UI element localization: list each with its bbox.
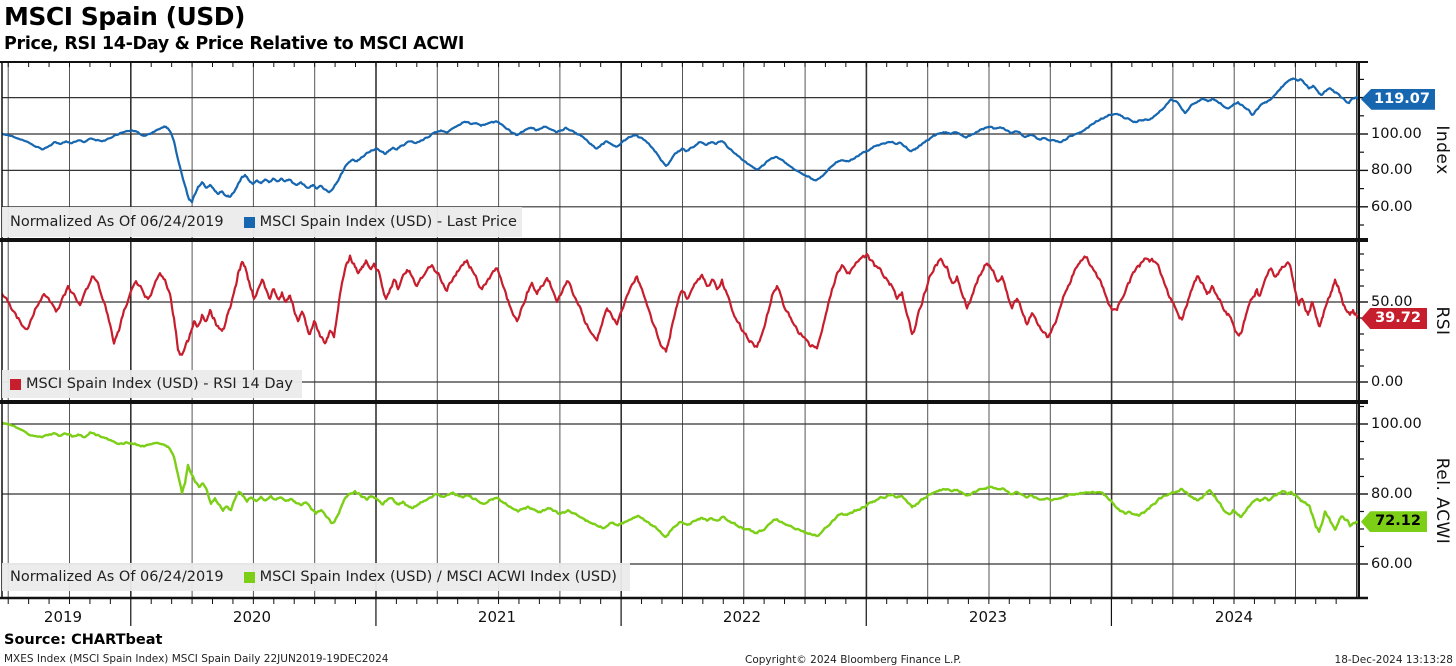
y-axis-title-rsi: RSI [1432,306,1452,336]
y-axis-title-rel-acwi: Rel. ACWI [1432,457,1452,545]
relative-line [2,421,1359,539]
y-tick-label: 60.00 [1371,198,1413,215]
chart-meta-label: MXES Index (MSCI Spain Index) MSCI Spain… [4,653,389,665]
y-axis-title-index: Index [1432,125,1452,175]
legend-relative: Normalized As Of 06/24/2019 MSCI Spain I… [2,563,630,591]
normalized-note: Normalized As Of 06/24/2019 [10,569,224,585]
x-tick-label: 2021 [477,608,517,626]
timestamp-label: 18-Dec-2024 13:13:28 [1334,654,1453,666]
rsi-line [2,252,1359,356]
price-legend-swatch-icon [243,216,255,228]
x-tick-label: 2019 [43,608,83,626]
y-tick-label: 100.00 [1371,416,1422,432]
relative-legend-swatch-icon [243,571,255,583]
source-label: Source: CHARTbeat [4,632,163,648]
x-tick-label: 2020 [232,608,272,626]
price-line [2,77,1359,204]
chart-title: MSCI Spain (USD) [4,2,246,31]
rsi-legend-label: MSCI Spain Index (USD) - RSI 14 Day [26,376,293,392]
y-tick-label: 80.00 [1371,162,1413,179]
rsi-last-value-tag: 39.72 [1361,308,1427,329]
y-tick-label: 60.00 [1371,556,1413,572]
x-tick-label: 2023 [968,608,1008,626]
y-tick-label: 0.00 [1371,374,1404,390]
x-tick-label: 2022 [722,608,762,626]
y-tick-label: 50.00 [1371,294,1413,310]
normalized-note: Normalized As Of 06/24/2019 [10,214,224,230]
copyright-label: Copyright© 2024 Bloomberg Finance L.P. [745,654,962,666]
y-tick-label: 80.00 [1371,486,1413,502]
x-tick-label: 2024 [1214,608,1254,626]
relative-last-value-tag: 72.12 [1361,511,1427,533]
price-legend-label: MSCI Spain Index (USD) - Last Price [259,214,517,230]
relative-legend-label: MSCI Spain Index (USD) / MSCI ACWI Index… [259,569,617,585]
legend-price: Normalized As Of 06/24/2019 MSCI Spain I… [2,207,522,237]
y-tick-label: 100.00 [1371,126,1422,142]
price-last-value-tag: 119.07 [1361,88,1435,110]
legend-rsi: MSCI Spain Index (USD) - RSI 14 Day [2,370,302,398]
rsi-legend-swatch-icon [10,378,21,390]
chart-subtitle: Price, RSI 14-Day & Price Relative to MS… [4,34,465,54]
